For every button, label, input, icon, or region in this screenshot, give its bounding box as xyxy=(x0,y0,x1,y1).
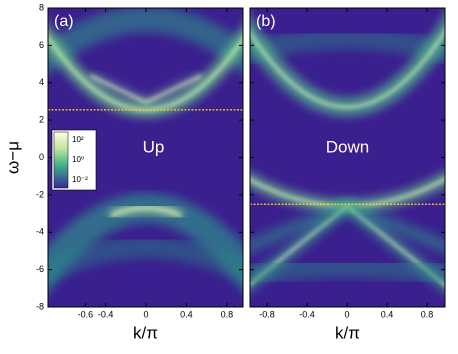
band-core xyxy=(250,29,445,109)
band-glow xyxy=(48,236,243,285)
y-tick-label: -6 xyxy=(36,264,44,274)
y-tick-label: -2 xyxy=(36,189,44,199)
panel-label: (b) xyxy=(256,13,276,30)
panel-annotation: Down xyxy=(326,138,369,157)
colorbar-label: 10⁻² xyxy=(72,175,88,184)
colorbar-label: 10⁰ xyxy=(72,155,84,164)
y-tick-label: 0 xyxy=(39,152,44,162)
x-tick-label: 0.8 xyxy=(421,309,434,319)
y-tick-label: 6 xyxy=(39,40,44,50)
x-axis-title: k/π xyxy=(335,323,360,342)
band-glow xyxy=(48,8,243,75)
x-tick-label: 0 xyxy=(344,309,349,319)
panel-annotation: Up xyxy=(143,138,165,157)
x-tick-label: 0.4 xyxy=(180,309,193,319)
band-glow xyxy=(250,198,445,254)
band-glow xyxy=(250,253,445,288)
y-tick-label: 2 xyxy=(39,115,44,125)
x-tick-label: -0.4 xyxy=(299,309,315,319)
x-axis-title: k/π xyxy=(133,323,158,342)
x-tick-label: 0 xyxy=(143,309,148,319)
x-tick-label: -0.6 xyxy=(78,309,94,319)
y-tick-label: -8 xyxy=(36,301,44,311)
band-core xyxy=(89,74,203,104)
y-tick-label: 4 xyxy=(39,77,44,87)
colorbar xyxy=(53,131,69,189)
band-core xyxy=(110,206,182,217)
x-tick-label: -0.8 xyxy=(259,309,275,319)
colorbar-label: 10² xyxy=(72,135,84,144)
y-tick-label: -4 xyxy=(36,227,44,237)
y-axis-title: ω−μ xyxy=(3,141,22,174)
heatmap xyxy=(250,8,445,307)
x-tick-label: -0.4 xyxy=(98,309,114,319)
panel-label: (a) xyxy=(54,13,74,30)
y-tick-label: 8 xyxy=(39,2,44,12)
x-tick-label: 0.4 xyxy=(381,309,394,319)
x-tick-label: 0.8 xyxy=(221,309,234,319)
